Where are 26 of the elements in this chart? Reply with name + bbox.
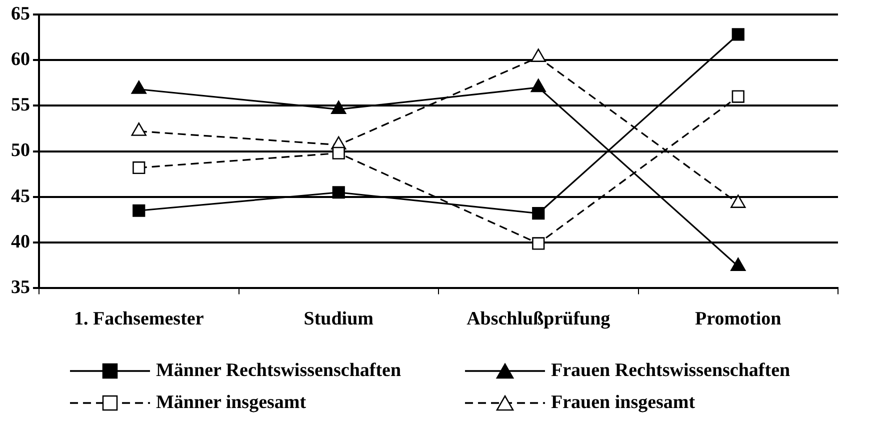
y-tick-label: 60: [11, 48, 30, 70]
point: [132, 161, 146, 174]
point: [332, 186, 345, 199]
point: [532, 207, 545, 220]
legend-label: Männer Rechtswissenschaften: [156, 360, 402, 382]
legend-label: Frauen Rechtswissenschaften: [551, 360, 790, 382]
x-tick-label: 1. Fachsemester: [74, 308, 204, 330]
y-tick-label: 65: [11, 3, 30, 24]
point: [132, 204, 146, 217]
legend-label: Männer insgesamt: [156, 392, 306, 414]
y-tick-label: 55: [11, 94, 30, 116]
x-tick-label: Studium: [304, 308, 374, 330]
x-tick-label: Promotion: [695, 308, 782, 330]
point: [131, 80, 146, 94]
point: [131, 122, 146, 136]
point: [532, 237, 545, 250]
x-tick-label: Abschlußprüfung: [466, 308, 611, 330]
point: [331, 100, 346, 114]
point: [332, 146, 345, 160]
y-tick-label: 35: [11, 277, 30, 298]
legend-label: Frauen insgesamt: [551, 392, 696, 414]
y-tick-label: 50: [11, 140, 30, 162]
y-tick-label: 40: [11, 231, 30, 252]
y-tick-label: 45: [11, 186, 30, 207]
point: [530, 48, 546, 62]
point: [530, 78, 546, 92]
